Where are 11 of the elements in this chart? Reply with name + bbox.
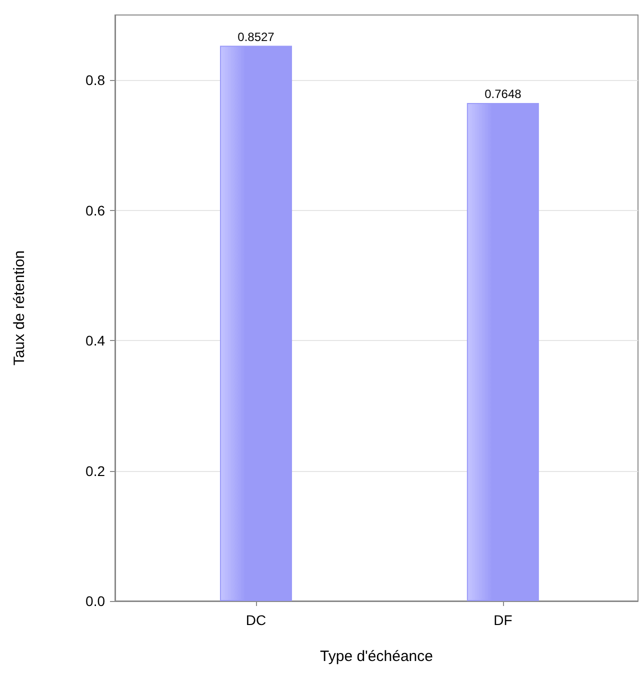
y-tick-label: 0.4 <box>86 332 106 349</box>
x-tick-label: DF <box>494 612 512 628</box>
y-tick-label: 0.2 <box>86 462 106 479</box>
y-axis-title: Taux de rétention <box>11 250 28 366</box>
y-tick-label: 0.8 <box>86 72 106 88</box>
x-axis-title: Type d'échéance <box>320 648 433 665</box>
y-tick-label: 0.6 <box>86 202 106 218</box>
data-label: 0.8527 <box>238 30 275 44</box>
y-tick-label: 0.0 <box>86 593 106 609</box>
data-label: 0.7648 <box>484 87 522 102</box>
x-tick-label: DC <box>246 612 266 628</box>
